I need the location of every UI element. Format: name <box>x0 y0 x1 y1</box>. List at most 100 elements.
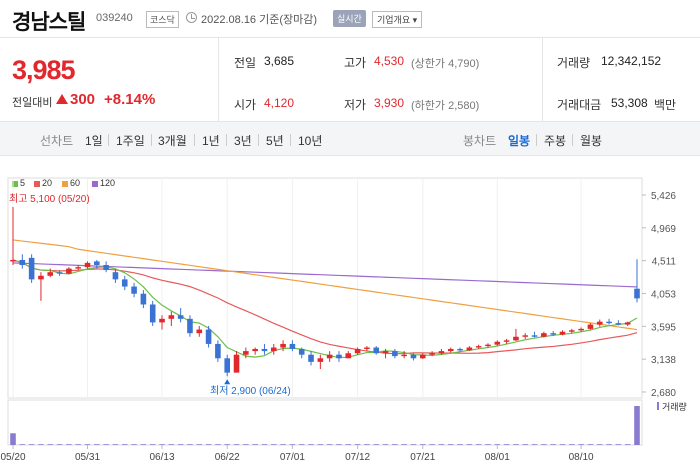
realtime-button[interactable]: 실시간 <box>333 10 366 27</box>
line-chart-label: 선차트 <box>40 134 74 148</box>
x-tick-label: 08/01 <box>485 452 510 463</box>
volume-bar <box>541 444 547 445</box>
volume-bar <box>317 444 324 445</box>
candle-body <box>317 358 324 362</box>
period-1d[interactable]: 1일 <box>85 134 103 148</box>
candle-body <box>634 288 640 299</box>
candle-body <box>289 343 296 349</box>
low-annotation: 최저 2,900 (06/24) <box>210 385 291 397</box>
legend-ma120: 120 <box>92 178 115 188</box>
volume-bar <box>75 444 81 445</box>
volume-label: 거래량 <box>557 56 591 70</box>
volume-plot-frame <box>7 399 643 446</box>
period-1w[interactable]: 1주일 <box>116 134 145 148</box>
volume-bar <box>298 444 305 445</box>
y-tick-label: 4,969 <box>651 224 676 235</box>
candle-body <box>336 354 342 359</box>
clock-icon <box>186 12 197 23</box>
low-value: 3,930 <box>374 96 405 110</box>
volume-bar <box>140 444 147 445</box>
volume-bar <box>159 444 165 445</box>
high-label: 고가 <box>344 56 367 70</box>
candle-body <box>550 333 556 335</box>
volume-bar <box>522 444 529 445</box>
legend-ma60: 60 <box>62 178 80 188</box>
volume-bar <box>270 444 277 445</box>
candle-body <box>103 265 109 271</box>
volume-bar <box>233 444 240 445</box>
prev-value: 3,685 <box>264 54 295 68</box>
period-5y[interactable]: 5년 <box>266 134 284 148</box>
volume-bar <box>503 444 510 445</box>
volume-bar <box>392 444 398 445</box>
high-value: 4,530 <box>374 54 405 68</box>
y-tick-label: 4,511 <box>652 257 677 268</box>
upper-limit: (상한가 4,790) <box>411 58 480 70</box>
candle-body <box>47 272 54 276</box>
candle-body <box>503 340 510 342</box>
candle-body <box>615 323 622 325</box>
y-tick-label: 5,426 <box>651 191 676 202</box>
candle-body <box>606 321 612 324</box>
candle-body <box>215 343 221 359</box>
volume-bar <box>112 444 119 445</box>
high-low-column: 고가 4,530 (상한가 4,790) 저가 3,930 (하한가 2,580… <box>330 38 540 122</box>
candle-body <box>578 328 584 331</box>
volume-bar <box>224 444 231 445</box>
candle-daily[interactable]: 일봉 <box>508 134 531 148</box>
candle-body <box>252 348 258 352</box>
candle-body <box>447 348 454 352</box>
volume-swatch <box>657 402 659 410</box>
volume-bar <box>84 444 91 445</box>
period-3y[interactable]: 3년 <box>234 134 252 148</box>
market-badge: 코스닥 <box>146 11 179 28</box>
volume-bar <box>103 444 109 445</box>
ma20-line <box>12 259 638 355</box>
volume-bar <box>615 444 622 445</box>
candle-body <box>419 354 426 359</box>
stock-name: 경남스틸 <box>12 11 86 34</box>
volume-bar <box>336 444 342 445</box>
volume-bar <box>531 444 538 445</box>
candle-body <box>466 347 473 351</box>
candle-body <box>84 262 91 268</box>
volume-bar <box>168 444 175 445</box>
candle-body <box>131 286 137 294</box>
candle-body <box>373 347 380 354</box>
volume-bar <box>401 444 407 445</box>
candle-body <box>177 315 184 319</box>
candle-body <box>28 257 35 280</box>
volume-bar <box>121 444 128 445</box>
candle-body <box>270 347 277 352</box>
volume-bar <box>47 444 54 445</box>
candle-body <box>149 304 156 323</box>
candle-body <box>308 354 314 362</box>
volume-bar <box>364 444 370 445</box>
volume-bar <box>578 444 584 445</box>
volume-bar <box>261 444 268 445</box>
candle-body <box>140 293 147 305</box>
candle-body <box>10 259 16 262</box>
candle-body <box>280 343 286 348</box>
stock-header: 경남스틸 039240 코스닥 2022.08.16 기준(장마감) 실시간 기… <box>0 0 700 38</box>
volume-bar <box>494 444 501 445</box>
candle-body <box>38 275 44 280</box>
change-amount: 300 <box>70 91 96 108</box>
candle-monthly[interactable]: 월봉 <box>580 134 603 148</box>
stock-code: 039240 <box>96 12 133 24</box>
company-info-dropdown[interactable]: 기업개요 ▾ <box>372 11 423 28</box>
candle-body <box>392 351 398 357</box>
period-1y[interactable]: 1년 <box>202 134 220 148</box>
volume-value: 12,342,152 <box>601 54 662 68</box>
period-10y[interactable]: 10년 <box>298 134 323 148</box>
candle-body <box>485 344 491 347</box>
ma120-line <box>12 262 638 288</box>
amount-value: 53,308 <box>611 96 648 110</box>
candle-body <box>168 315 175 319</box>
candle-weekly[interactable]: 주봉 <box>544 134 567 148</box>
volume-column: 거래량 12,342,152 거래대금 53,308 백만 <box>542 38 700 122</box>
volume-bar <box>28 444 35 445</box>
candle-body <box>364 347 370 349</box>
y-tick-label: 4,053 <box>651 290 676 301</box>
period-3m[interactable]: 3개월 <box>158 134 187 148</box>
